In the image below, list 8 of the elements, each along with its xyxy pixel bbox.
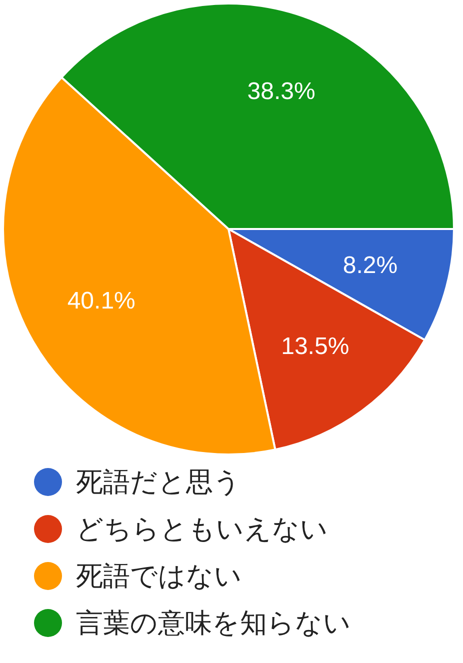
legend-label: どちらともいえない: [76, 512, 328, 546]
data-label: 38.3%: [247, 78, 316, 105]
legend-label: 言葉の意味を知らない: [76, 606, 351, 640]
data-label: 8.2%: [342, 252, 398, 279]
data-label: 40.1%: [67, 288, 136, 315]
legend-label: 死語だと思う: [76, 466, 241, 500]
data-label: 13.5%: [281, 332, 350, 360]
legend-label: 死語ではない: [76, 560, 242, 594]
